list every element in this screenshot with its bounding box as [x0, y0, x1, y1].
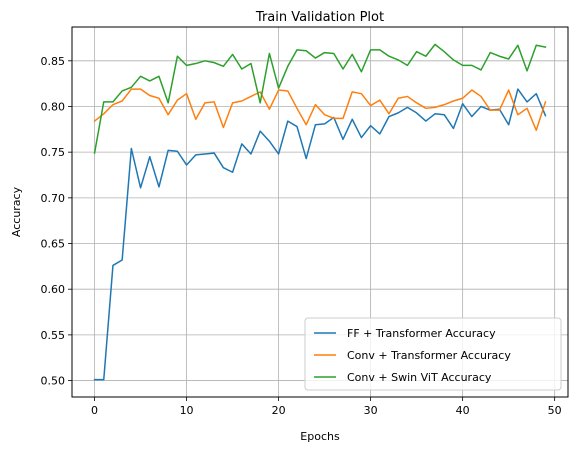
y-axis-label: Accuracy: [10, 186, 23, 237]
series-line-1: [93, 88, 547, 381]
y-tick-label: 0.55: [41, 329, 66, 342]
x-tick-label: 40: [456, 404, 470, 417]
y-tick-label: 0.80: [41, 100, 66, 113]
y-tick-label: 0.60: [41, 283, 66, 296]
y-tick-label: 0.50: [41, 375, 66, 388]
y-tick-label: 0.75: [41, 146, 66, 159]
x-axis-label: Epochs: [300, 430, 340, 443]
x-tick-label: 20: [272, 404, 286, 417]
chart-title: Train Validation Plot: [255, 10, 384, 25]
legend-label-1: FF + Transformer Accuracy: [347, 327, 496, 340]
plot-frame: [71, 26, 569, 398]
series-lines: [93, 43, 547, 381]
x-tick-label: 0: [91, 404, 98, 417]
legend-label-2: Conv + Transformer Accuracy: [347, 349, 511, 362]
y-tick-label: 0.65: [41, 238, 66, 251]
y-tick-label: 0.70: [41, 192, 66, 205]
x-axis: 0 10 20 30 40 50: [91, 397, 562, 417]
legend-label-3: Conv + Swin ViT Accuracy: [347, 371, 492, 384]
x-tick-label: 10: [180, 404, 194, 417]
legend: FF + Transformer Accuracy Conv + Transfor…: [304, 317, 562, 391]
x-tick-label: 30: [364, 404, 378, 417]
series-line-2: [93, 88, 547, 131]
y-tick-label: 0.85: [41, 55, 66, 68]
series-line-3: [93, 43, 547, 154]
y-axis: 0.50 0.55 0.60 0.65 0.70 0.75 0.80 0.85: [41, 55, 72, 388]
legend-box: [304, 317, 562, 391]
x-tick-label: 50: [548, 404, 562, 417]
